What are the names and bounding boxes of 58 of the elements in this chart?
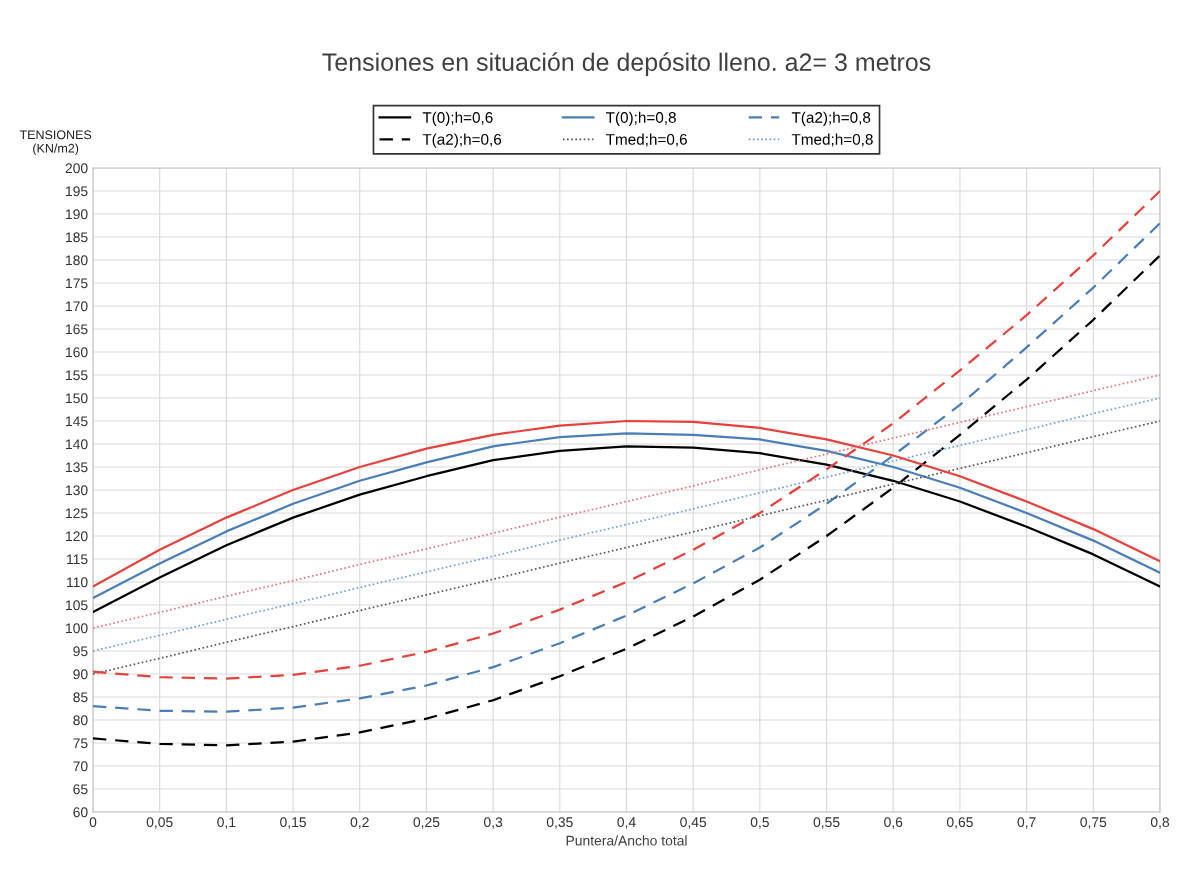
y-tick-label: 185: [66, 232, 88, 243]
x-tick-label: 0,2: [350, 817, 369, 829]
y-tick-label: 190: [66, 209, 88, 220]
x-tick-label: 0,5: [750, 817, 769, 829]
y-tick-label: 70: [73, 761, 88, 772]
line-series: [93, 420, 1160, 675]
y-axis-title: TENSIONES (KN/m2): [19, 130, 92, 156]
x-tick-label: 0,45: [680, 817, 707, 829]
y-tick-label: 105: [66, 600, 88, 611]
x-tick-label: 0,55: [813, 817, 840, 829]
y-tick-label: 130: [66, 485, 88, 496]
x-tick-label: 0,35: [546, 817, 573, 829]
x-tick-label: 0,8: [1150, 817, 1170, 829]
y-tick-label: 60: [73, 807, 88, 818]
y-tick-label: 165: [66, 324, 88, 335]
x-tick-label: 0,3: [484, 817, 503, 829]
legend-label: T(a2);h=0,8: [791, 111, 871, 126]
legend-label: T(a2);h=0,6: [422, 133, 502, 148]
y-tick-label: 100: [66, 623, 88, 634]
y-tick-label: 75: [73, 738, 88, 749]
y-tick-label: 110: [67, 577, 88, 588]
y-tick-label: 160: [66, 347, 88, 358]
y-tick-label: 170: [66, 301, 88, 312]
y-tick-label: 95: [73, 646, 88, 657]
y-tick-label: 175: [66, 278, 88, 289]
x-tick-label: 0,15: [280, 817, 306, 829]
y-tick-label: 195: [66, 186, 88, 197]
y-tick-label: 180: [66, 255, 88, 266]
x-tick-label: 0,25: [413, 817, 440, 829]
legend-label: T(0);h=0,6: [422, 111, 493, 126]
x-tick-label: 0,1: [217, 817, 236, 829]
y-tick-label: 150: [66, 393, 88, 404]
y-tick-label: 65: [73, 784, 88, 795]
legend-label: T(0);h=0,8: [605, 111, 676, 126]
y-tick-label: 145: [66, 416, 88, 427]
line-series: [93, 397, 1160, 652]
y-tick-label: 125: [66, 508, 88, 519]
x-tick-label: 0,7: [1017, 817, 1036, 829]
y-tick-label: 135: [66, 462, 88, 473]
x-tick-label: 0,6: [884, 817, 903, 829]
line-series: [93, 374, 1160, 629]
y-tick-label: 120: [66, 531, 88, 542]
y-tick-label: 200: [65, 163, 88, 174]
x-tick-label: 0,75: [1080, 817, 1107, 829]
x-tick-label: 0,05: [146, 817, 173, 829]
y-tick-label: 85: [73, 692, 88, 703]
x-tick-label: 0: [89, 817, 97, 828]
legend-label: Tmed;h=0,6: [605, 133, 687, 147]
legend-label: Tmed;h=0,8: [791, 133, 873, 147]
x-axis-title: Puntera/Ancho total: [566, 835, 687, 846]
y-tick-label: 90: [73, 669, 88, 680]
y-tick-label: 140: [66, 439, 88, 450]
chart-title: Tensiones en situación de depósito lleno. a2= 3 metros: [322, 52, 931, 76]
x-tick-label: 0,65: [946, 817, 973, 829]
x-tick-label: 0,4: [617, 817, 636, 829]
y-tick-label: 115: [67, 554, 88, 565]
y-tick-label: 155: [66, 370, 88, 381]
y-tick-label: 80: [73, 715, 88, 726]
